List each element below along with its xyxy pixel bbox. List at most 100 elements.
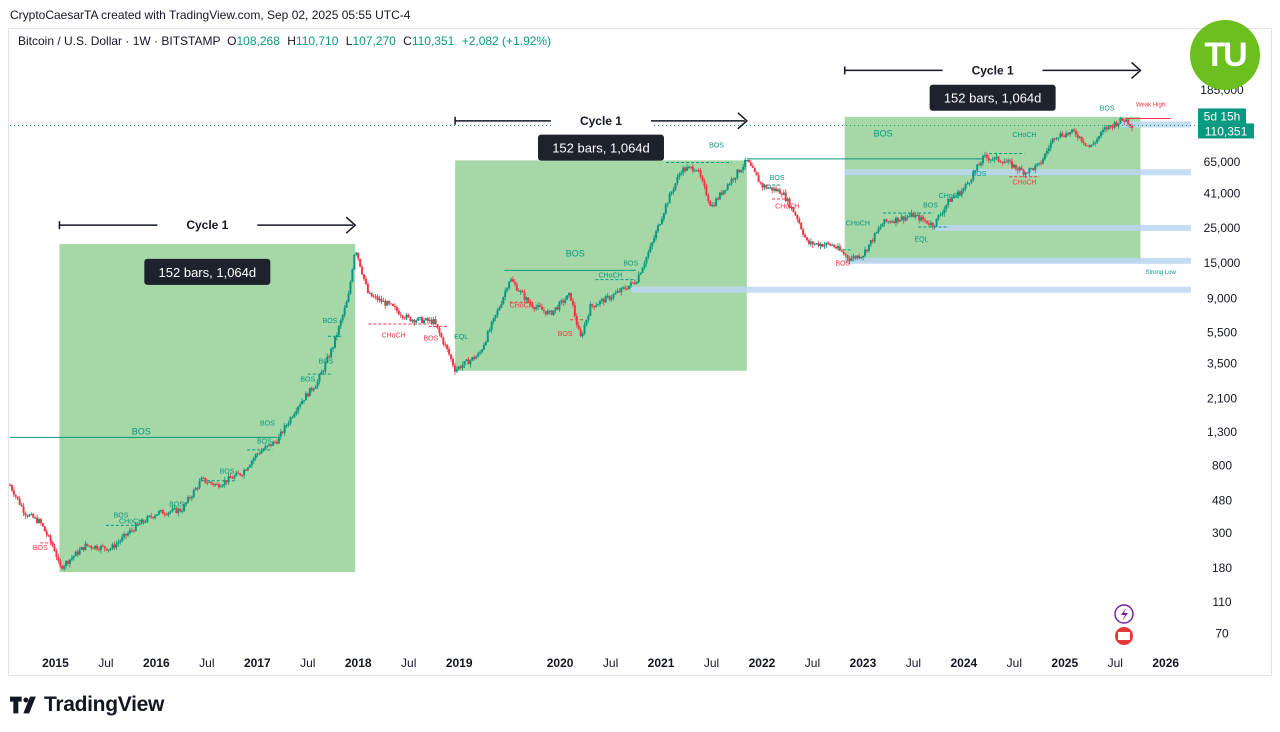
cycle-zone-2 — [844, 116, 1141, 263]
candle-body — [1121, 118, 1124, 121]
candle-body — [974, 170, 977, 173]
candle-body — [438, 327, 441, 334]
candle-body — [123, 533, 126, 537]
candle-body — [544, 311, 547, 315]
symbol-legend: Bitcoin / U.S. Dollar · 1W · BITSTAMP O1… — [18, 34, 551, 48]
candle-body — [794, 212, 797, 216]
candle-body — [1090, 144, 1093, 148]
bars-range-label-0: 152 bars, 1,064d — [159, 265, 257, 280]
candle-body — [1103, 127, 1106, 130]
cycle-label-bg-1 — [550, 112, 651, 129]
candle-body — [1045, 150, 1048, 154]
tradingview-footer[interactable]: TradingView — [10, 693, 164, 717]
candle-body — [399, 314, 402, 316]
candle-body — [204, 477, 207, 483]
candle-body — [684, 167, 687, 171]
candle-body — [57, 556, 60, 561]
structure-marker: BOS — [623, 260, 638, 267]
candle-body — [223, 480, 226, 485]
candle-body — [498, 307, 501, 311]
candle-body — [237, 472, 240, 474]
candle-body — [629, 282, 632, 286]
candle-body — [1005, 161, 1008, 163]
candle-body — [670, 192, 673, 194]
candle-body — [906, 216, 909, 218]
candle-body — [206, 482, 209, 484]
x-tick-label: Jul — [300, 656, 315, 670]
candle-body — [686, 167, 689, 171]
legend-close-label: C — [403, 34, 412, 48]
structure-marker: BOS — [558, 331, 573, 338]
candle-body — [552, 310, 555, 315]
candle-body — [1014, 164, 1017, 169]
candle-body — [585, 319, 588, 325]
candle-body — [78, 549, 81, 555]
candle-body — [142, 520, 145, 523]
candle-body — [637, 274, 640, 283]
candle-body — [825, 242, 828, 245]
candle-body — [183, 504, 186, 512]
structure-marker: CHoCH — [119, 518, 143, 525]
candle-body — [920, 216, 923, 221]
candle-body — [150, 515, 153, 518]
y-tick-label: 41,000 — [1204, 187, 1241, 201]
candle-body — [568, 292, 571, 296]
candle-body — [88, 545, 91, 547]
candle-body — [889, 221, 892, 223]
candle-body — [1034, 165, 1037, 171]
candle-body — [701, 176, 704, 181]
candle-body — [871, 240, 874, 242]
candle-body — [148, 515, 151, 517]
level-band-4 — [1120, 121, 1191, 128]
candle-body — [152, 517, 155, 519]
candle-body — [299, 404, 302, 407]
candle-body — [422, 320, 425, 324]
candle-body — [26, 515, 29, 517]
candle-body — [887, 221, 890, 223]
candle-body — [951, 197, 954, 202]
candle-body — [1057, 137, 1060, 139]
cycle-label-2: Cycle 1 — [972, 63, 1014, 77]
candle-body — [384, 300, 387, 306]
legend-high: 110,710 — [295, 34, 339, 48]
candle-body — [751, 165, 754, 168]
candle-body — [446, 344, 449, 350]
candle-body — [1026, 172, 1029, 174]
candle-body — [573, 304, 576, 316]
candle-body — [140, 520, 143, 524]
candle-body — [780, 193, 783, 195]
chart-frame[interactable] — [8, 28, 1272, 676]
cycle-label-bg-0 — [157, 217, 258, 234]
candle-body — [771, 187, 774, 191]
x-tick-label: Jul — [603, 656, 618, 670]
legend-open: 108,268 — [236, 34, 280, 48]
y-tick-label: 5,500 — [1207, 325, 1237, 339]
candle-body — [593, 305, 596, 308]
candle-body — [997, 156, 1000, 162]
candle-body — [604, 296, 607, 303]
x-tick-label: Jul — [401, 656, 416, 670]
candle-body — [862, 255, 865, 258]
candle-body — [1092, 143, 1095, 145]
candle-body — [455, 369, 458, 372]
candle-body — [243, 469, 246, 476]
candle-body — [1069, 132, 1072, 135]
candle-body — [894, 217, 897, 223]
candle-body — [392, 303, 395, 307]
candle-body — [744, 160, 747, 167]
candle-body — [511, 279, 514, 282]
candle-body — [1040, 162, 1043, 164]
candle-body — [923, 219, 926, 221]
candle-body — [624, 287, 627, 289]
candle-body — [258, 453, 261, 455]
candle-body — [858, 255, 861, 259]
candle-body — [929, 222, 932, 225]
candle-body — [674, 183, 677, 190]
candle-body — [945, 204, 948, 209]
candle-body — [813, 243, 816, 245]
x-tick-label: 2024 — [950, 656, 977, 670]
chart-credit: CryptoCaesarTA created with TradingView.… — [10, 8, 411, 22]
candle-body — [867, 244, 870, 252]
candle-body — [885, 219, 888, 222]
